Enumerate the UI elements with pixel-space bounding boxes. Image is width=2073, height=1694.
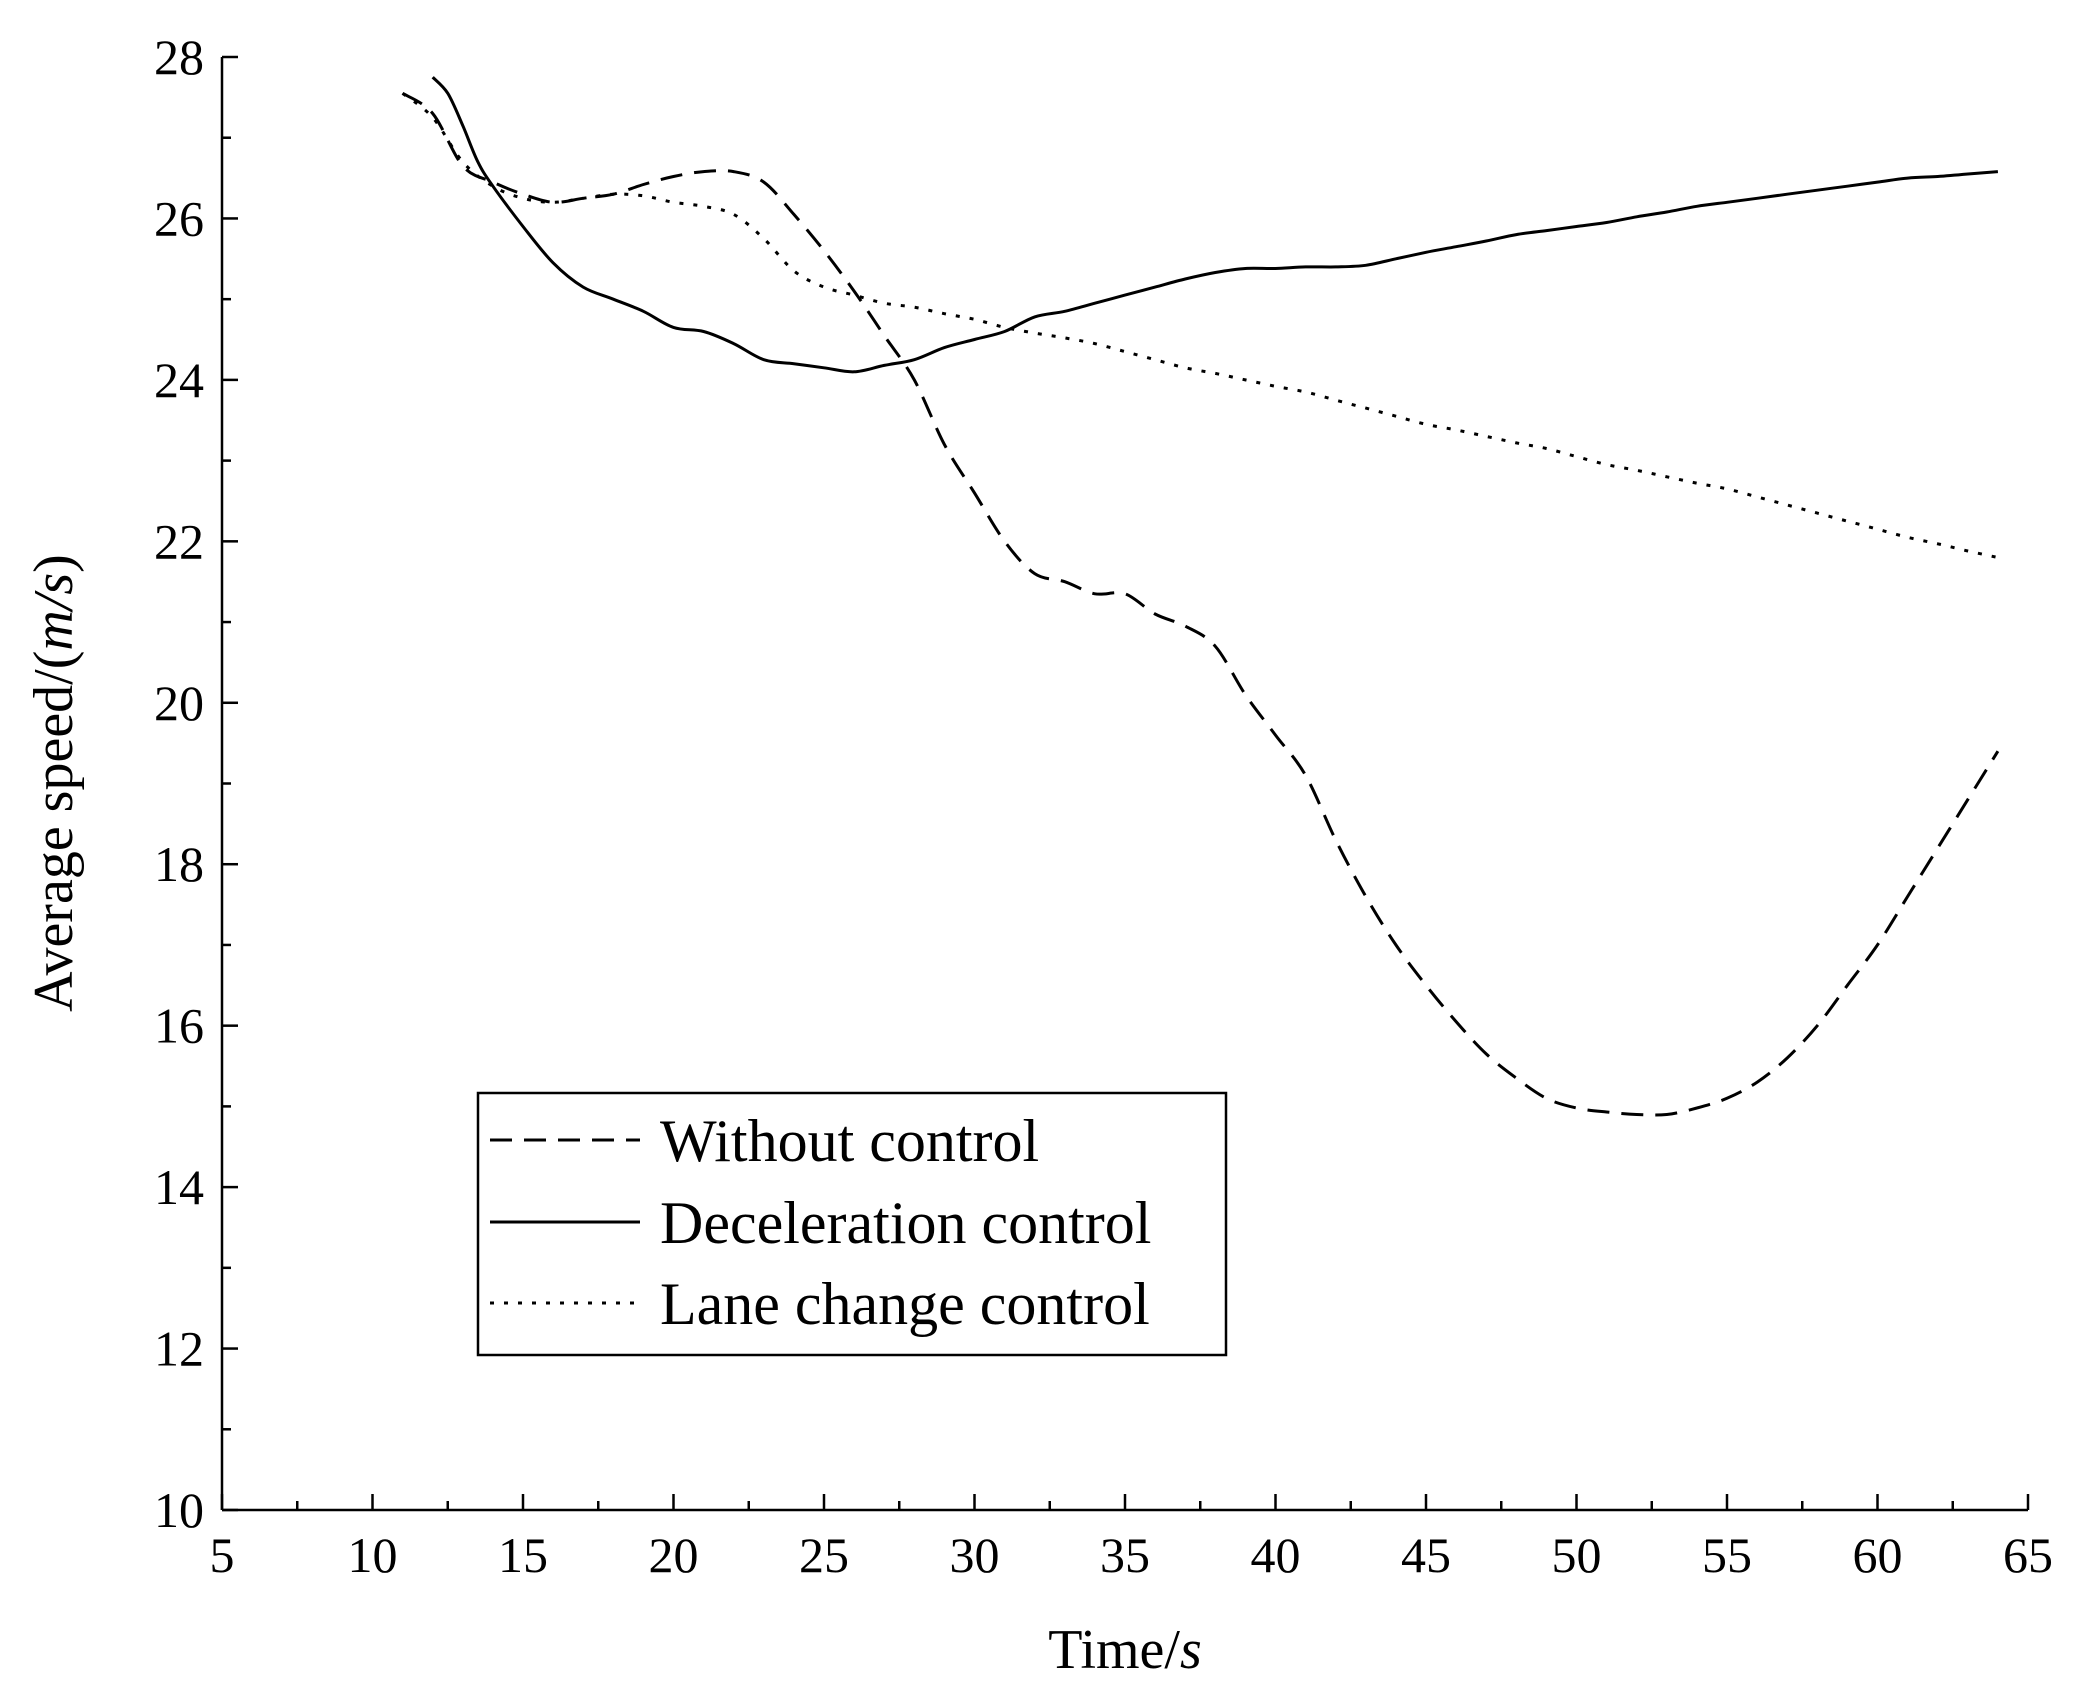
y-tick-label: 18 — [154, 836, 204, 892]
x-tick-label: 55 — [1702, 1527, 1752, 1583]
series-layer — [401, 76, 2000, 1117]
y-tick-label: 14 — [154, 1159, 204, 1215]
y-axis-ticks: 10 12 14 16 18 20 22 24 26 28 — [154, 29, 238, 1538]
x-axis-title: Time/s — [1048, 1619, 1202, 1681]
y-axis-title: Average speed/(m/s) — [23, 554, 85, 1012]
y-tick-label: 26 — [154, 190, 204, 246]
x-tick-label: 60 — [1853, 1527, 1903, 1583]
x-tick-label: 20 — [649, 1527, 699, 1583]
x-tick-label: 10 — [348, 1527, 398, 1583]
y-tick-label: 10 — [154, 1482, 204, 1538]
x-tick-label: 25 — [799, 1527, 849, 1583]
y-tick-label: 22 — [154, 513, 204, 569]
series-line-without-control — [401, 92, 2000, 1117]
x-tick-label: 40 — [1251, 1527, 1301, 1583]
x-tick-label: 65 — [2003, 1527, 2053, 1583]
y-tick-label: 24 — [154, 352, 204, 408]
x-tick-label: 45 — [1401, 1527, 1451, 1583]
x-tick-label: 50 — [1552, 1527, 1602, 1583]
legend-box — [476, 1091, 1228, 1357]
y-tick-label: 28 — [154, 29, 204, 85]
x-axis-ticks: 5 10 15 20 25 30 35 40 45 50 55 60 65 — [210, 1494, 2053, 1583]
series-line-deceleration-control — [431, 76, 1999, 374]
legend: Without control Deceleration control Lan… — [476, 1091, 1228, 1357]
y-tick-label: 20 — [154, 675, 204, 731]
y-tick-label: 12 — [154, 1321, 204, 1377]
x-tick-label: 15 — [498, 1527, 548, 1583]
y-tick-label: 16 — [154, 998, 204, 1054]
series-line-lane-change-control — [401, 92, 1999, 559]
x-tick-label: 5 — [210, 1527, 235, 1583]
legend-label-without-control: Without control — [660, 1108, 1039, 1174]
x-tick-label: 30 — [950, 1527, 1000, 1583]
legend-label-lane-change-control: Lane change control — [660, 1271, 1150, 1337]
legend-label-deceleration-control: Deceleration control — [660, 1190, 1151, 1256]
x-tick-label: 35 — [1100, 1527, 1150, 1583]
